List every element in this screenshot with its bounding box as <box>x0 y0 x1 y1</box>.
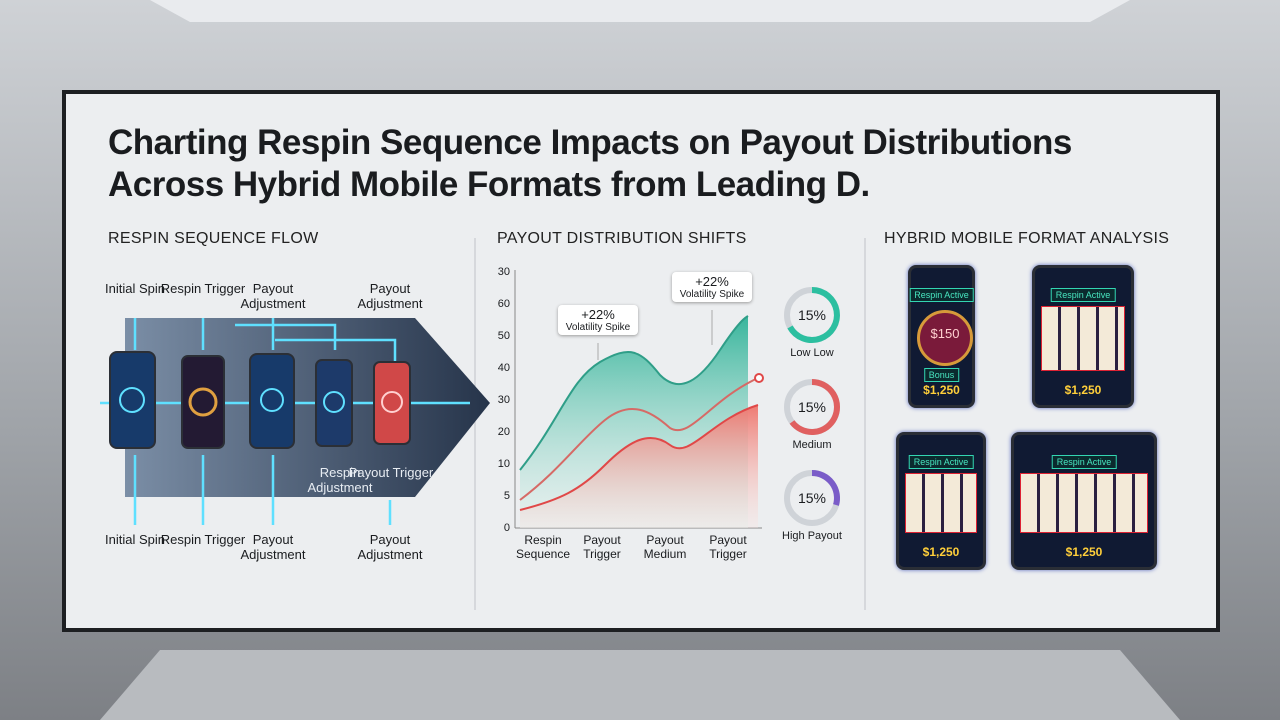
callout-label: Volatility Spike <box>679 289 745 300</box>
flow-label: Payout Adjustment <box>240 281 306 311</box>
callout-value: +22% <box>695 274 729 289</box>
device-badge: Respin Active <box>908 455 974 469</box>
device-amount: $1,250 <box>922 545 960 559</box>
device-center: $150 <box>930 326 960 341</box>
device-badge: Respin Active <box>1051 455 1117 469</box>
y-label: 50 <box>497 330 510 342</box>
y-label: 60 <box>497 298 510 310</box>
reels <box>905 473 977 533</box>
flow-label: Payout Adjustment <box>357 281 423 311</box>
device-amount: $1,250 <box>1065 545 1103 559</box>
x-label: Respin Sequence <box>515 533 571 561</box>
heading: PAYOUT DISTRIBUTION SHIFTS <box>497 230 747 247</box>
device: Respin Active $1,250 <box>1011 432 1157 570</box>
y-label: 0 <box>503 522 510 534</box>
flow-label: Respin Trigger <box>160 281 246 296</box>
gauge-label: High Payout <box>782 530 842 542</box>
flow-label: Payout Adjustment <box>240 532 306 562</box>
reels <box>1041 306 1125 371</box>
y-label: 30 <box>497 394 510 406</box>
y-label: 5 <box>503 490 510 502</box>
heading: HYBRID MOBILE FORMAT ANALYSIS <box>884 230 1170 247</box>
title: Charting Respin Sequence Impacts on Payo… <box>108 123 1072 204</box>
flow-label: Initial Spin <box>105 281 165 296</box>
flow-label: Respin Adjustment <box>307 465 373 495</box>
callout: +22% Volatility Spike <box>672 272 752 302</box>
heading: RESPIN SEQUENCE FLOW <box>108 230 319 247</box>
x-label: Payout Trigger <box>583 533 621 561</box>
device-amount: $1,250 <box>1064 383 1102 397</box>
gauge-value: 15% <box>797 490 827 506</box>
callout-label: Volatility Spike <box>565 322 631 333</box>
y-label: 20 <box>497 426 510 438</box>
flow-label: Initial Spin <box>105 532 165 547</box>
gauge-value: 15% <box>797 307 827 323</box>
device-badge: Respin Active <box>909 288 974 302</box>
y-label: 10 <box>497 458 510 470</box>
device-badge: Respin Active <box>1050 288 1116 302</box>
gauge-label: Medium <box>792 439 832 451</box>
device-amount: $1,250 <box>923 383 960 397</box>
device: Respin Active $1,250 <box>1032 265 1134 408</box>
y-label: 30 <box>497 266 510 278</box>
flow-label: Payout Adjustment <box>357 532 423 562</box>
callout-value: +22% <box>581 307 615 322</box>
flow-label: Payout Trigger <box>348 465 434 480</box>
reels <box>1020 473 1148 533</box>
callout: +22% Volatility Spike <box>558 305 638 335</box>
gauge-label: Low Low <box>790 347 834 359</box>
gauge-value: 15% <box>797 399 827 415</box>
device: Respin Active $150 Bonus $1,250 <box>908 265 975 408</box>
device: Respin Active $1,250 <box>896 432 986 570</box>
y-label: 40 <box>497 362 510 374</box>
wheel <box>917 310 973 366</box>
x-label: Payout Medium <box>643 533 687 561</box>
x-label: Payout Trigger <box>709 533 747 561</box>
device-sub: Bonus <box>923 368 960 382</box>
flow-label: Respin Trigger <box>160 532 246 547</box>
